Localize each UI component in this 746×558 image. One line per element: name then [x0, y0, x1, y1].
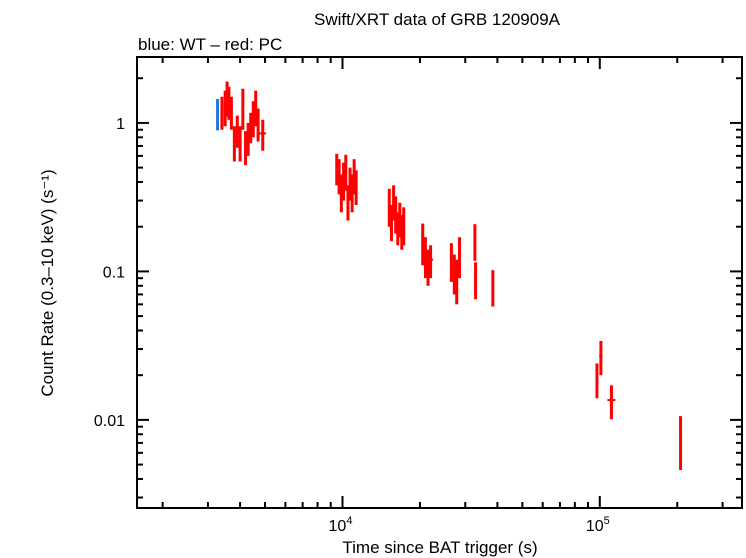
data-point-pc [344, 154, 348, 191]
data-point-pc [220, 96, 224, 130]
y-tick-label: 1 [116, 116, 125, 133]
data-point-pc [455, 259, 459, 305]
chart-subtitle: blue: WT – red: PC [138, 35, 282, 54]
plot-frame [136, 56, 743, 509]
data-point-pc [428, 245, 434, 279]
data-point-pc [452, 254, 456, 295]
data-point-pc [599, 340, 603, 376]
data-point-pc [449, 243, 453, 282]
data-point-pc [595, 363, 599, 399]
data-point-pc [402, 207, 406, 246]
x-tick-label: 104 [329, 515, 353, 535]
data-point-pc [426, 249, 430, 286]
x-axis-label: Time since BAT trigger (s) [342, 538, 537, 557]
data-point-pc [227, 86, 231, 120]
data-point-pc [474, 262, 478, 300]
data-point-pc [259, 119, 267, 151]
chart-title: Swift/XRT data of GRB 120909A [314, 10, 561, 29]
data-point-pc [244, 131, 248, 166]
y-tick-label: 0.01 [94, 413, 125, 430]
data-point-pc [335, 153, 339, 186]
data-point-pc [473, 224, 477, 261]
data-point-pc [423, 237, 427, 279]
data-point-pc [232, 126, 236, 162]
data-point-pc [254, 90, 258, 127]
data-point-pc [458, 237, 462, 279]
data-point-pc [238, 126, 242, 162]
data-point-pc [354, 170, 358, 206]
data-point-pc [421, 223, 425, 266]
data-point-pc [229, 96, 233, 130]
data-point-pc [491, 270, 495, 307]
x-tick-label: 105 [586, 515, 610, 535]
data-point-pc [607, 385, 616, 420]
y-axis-label: Count Rate (0.3–10 keV) (s⁻¹) [38, 169, 57, 396]
data-point-wt [216, 98, 220, 131]
data-point-pc [241, 88, 245, 130]
y-tick-label: 0.1 [103, 264, 125, 281]
data-point-pc [256, 108, 260, 142]
data-point-pc [337, 159, 341, 195]
data-point-pc [251, 101, 255, 138]
data-point-pc [679, 416, 683, 470]
data-point-pc [246, 122, 250, 156]
data-marks [216, 81, 683, 470]
data-point-pc [235, 115, 239, 148]
data-point-pc [249, 112, 253, 144]
axes: 104 105 1 0.1 0.01 [94, 57, 742, 535]
